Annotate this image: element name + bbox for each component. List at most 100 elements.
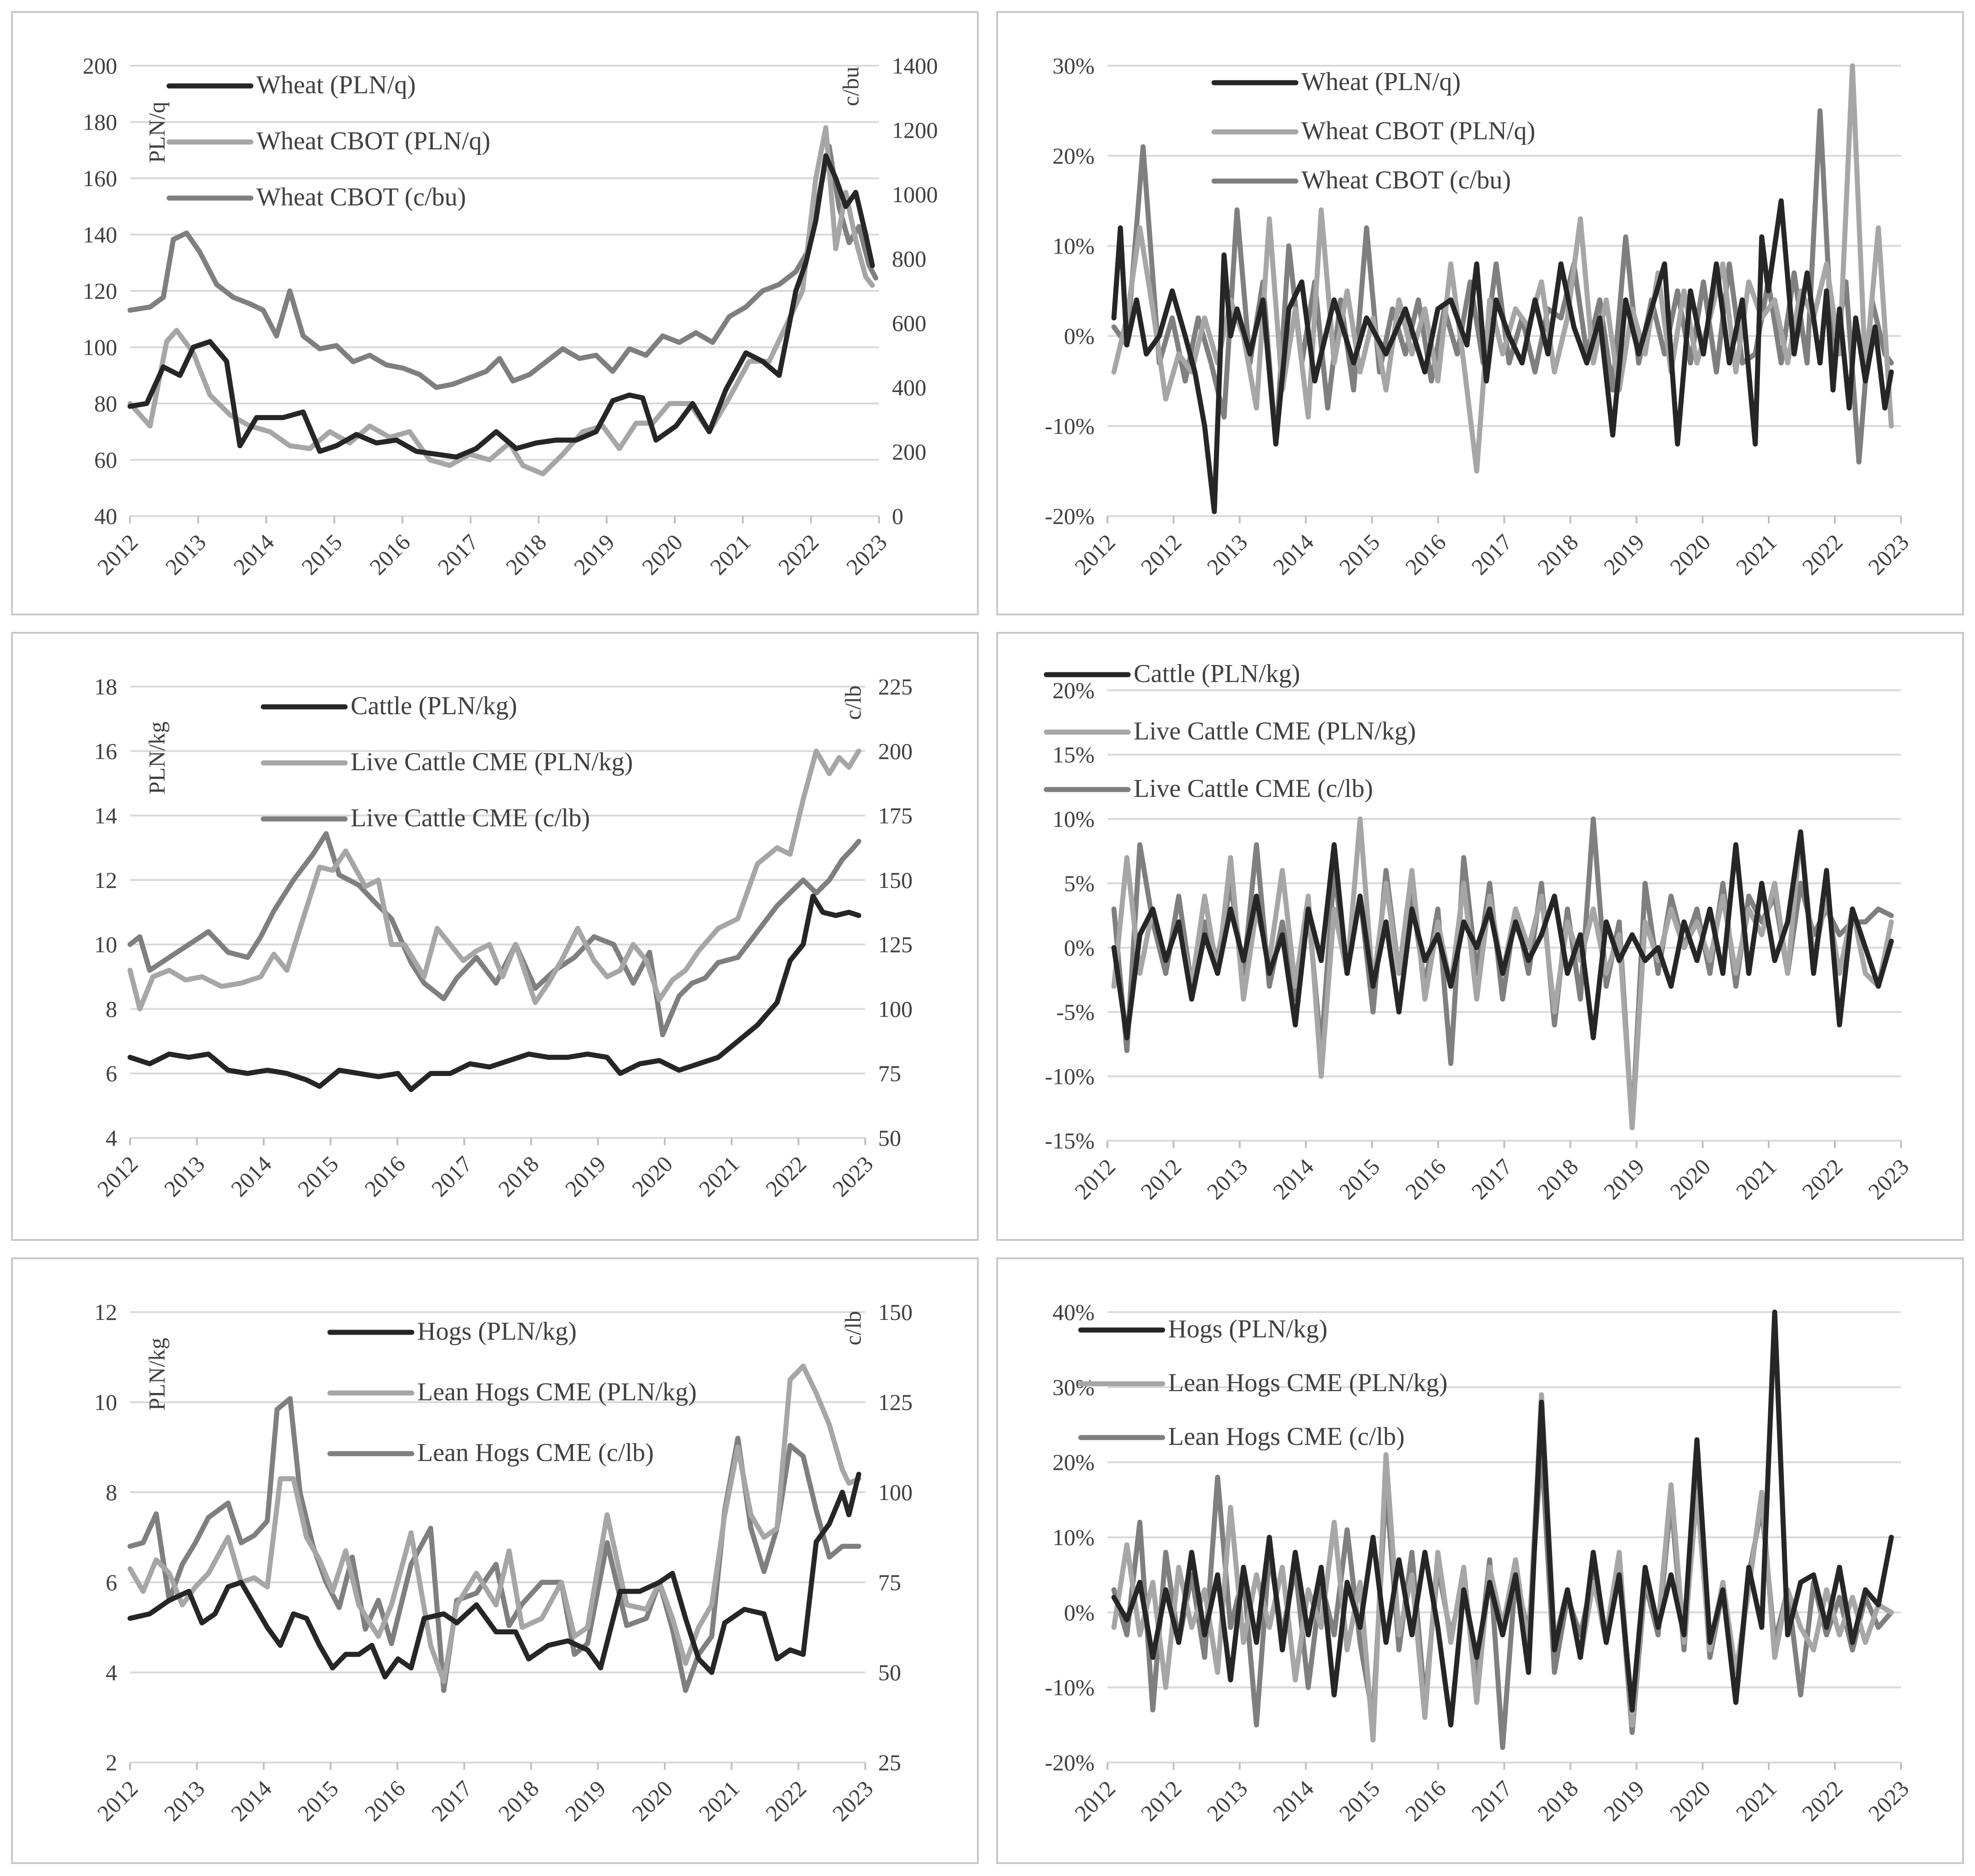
x-tick-label: 2021	[1731, 1154, 1782, 1204]
series-line	[1111, 1444, 1894, 1750]
legend: Cattle (PLN/kg) Live Cattle CME (PLN/kg) L…	[1044, 659, 1416, 803]
y-right-tick-label: 800	[892, 246, 926, 272]
x-tick-label: 2014	[1268, 529, 1318, 580]
y-left-tick-label: 12	[94, 867, 117, 893]
x-tick-label: 2018	[493, 1151, 544, 1201]
y-right-tick-label: 175	[878, 803, 913, 829]
legend-label: Live Cattle CME (c/lb)	[351, 804, 590, 832]
x-tick-label: 2020	[1665, 1154, 1715, 1204]
x-tick-label: 2023	[1863, 1775, 1913, 1826]
x-tick-label: 2015	[1334, 1775, 1385, 1826]
x-tick-label: 2021	[694, 1151, 744, 1201]
x-tick-label: 2023	[827, 1775, 878, 1826]
chart-hogs-prices: 12 10 8 6 4 2 150 125 100 75 50 25 2012 2013 2014 2015 2…	[92, 1299, 913, 1826]
x-tick-label: 2014	[226, 1151, 276, 1201]
y-right-tick-label: 75	[878, 1569, 901, 1595]
y-right-tick-label: 50	[878, 1660, 901, 1685]
series-line	[127, 1472, 862, 1680]
legend-label: Cattle (PLN/kg)	[351, 692, 517, 720]
y-left-tick-label: 30%	[1052, 1374, 1095, 1400]
legend-label: Lean Hogs CME (PLN/kg)	[1168, 1369, 1447, 1397]
y-left-tick-label: 80	[94, 391, 117, 416]
y-left-tick-label: -20%	[1045, 503, 1095, 529]
panel-cattle-returns: 20% 15% 10% 5% 0% -5% -10% -15% 2012 2012 2013 2014…	[996, 632, 1964, 1241]
panel-cattle-prices: 18 16 14 12 10 8 6 4 225 200 175 150 125 100 75 50 2012 2…	[11, 632, 979, 1241]
y-left-tick-label: 20%	[1052, 1450, 1095, 1475]
y-left-tick-label: 18	[94, 674, 117, 699]
x-tick-label: 2017	[1466, 1154, 1517, 1204]
y-left-tick-label: -5%	[1056, 999, 1095, 1025]
x-tick-label: 2020	[627, 1151, 677, 1201]
chart-cattle-prices: 18 16 14 12 10 8 6 4 225 200 175 150 125 100 75 50 2012 2…	[92, 674, 913, 1201]
legend-label: Wheat CBOT (PLN/q)	[1301, 117, 1535, 145]
series-line	[1111, 198, 1894, 514]
legend: Wheat (PLN/q) Wheat CBOT (PLN/q) Wheat CBO…	[1211, 68, 1535, 194]
y-left-tick-label: 180	[83, 109, 117, 135]
y-right-tick-label: 75	[878, 1061, 901, 1086]
x-tick-label: 2016	[1400, 1154, 1451, 1204]
x-tick-label: 2012	[1069, 1775, 1120, 1826]
x-tick-label: 2014	[1268, 1154, 1318, 1204]
y-right-tick-label: 150	[878, 867, 913, 893]
x-tick-label: 2023	[841, 529, 891, 580]
x-tick-label: 2017	[1466, 529, 1517, 580]
legend: Hogs (PLN/kg) Lean Hogs CME (PLN/kg) Lean …	[1078, 1315, 1447, 1451]
x-tick-label: 2012	[1069, 1154, 1120, 1204]
chart-cattle-returns: 20%15%10%5%0%-5%-10%-15%2012 2012 2013 2014…	[1044, 659, 1914, 1204]
y-left-tick-label: 10%	[1052, 806, 1095, 832]
series-line	[1111, 1309, 1894, 1728]
x-tick-label: 2017	[432, 529, 483, 580]
x-tick-label: 2020	[637, 529, 687, 580]
x-tick-label: 2013	[159, 1775, 210, 1826]
chart-hogs-returns: 40%30%20%10%0%-10%-20%2012 2012 2013 2014 20…	[1045, 1299, 1914, 1826]
y-left-tick-label: 14	[94, 803, 117, 829]
legend-label: Lean Hogs CME (PLN/kg)	[417, 1378, 697, 1406]
legend-label: Wheat (PLN/q)	[1301, 68, 1461, 96]
x-tick-label: 2019	[1599, 1775, 1649, 1826]
legend: Cattle (PLN/kg) Live Cattle CME (PLN/kg) L…	[261, 692, 633, 832]
x-tick-label: 2023	[827, 1151, 878, 1201]
x-tick-label: 2020	[627, 1775, 677, 1826]
series-line	[127, 748, 862, 1012]
series-line	[1111, 108, 1894, 465]
x-tick-label: 2014	[226, 1775, 276, 1826]
x-tick-label: 2015	[293, 1775, 343, 1826]
y-left-tick-label: 160	[83, 165, 117, 191]
y-left-tick-label: 6	[106, 1569, 117, 1595]
x-tick-label: 2021	[1731, 529, 1782, 580]
y-left-tick-label: 30%	[1052, 53, 1095, 79]
x-tick-label: 2020	[1665, 1775, 1715, 1826]
y-left-tick-label: 20%	[1052, 677, 1095, 703]
series-line	[127, 1396, 862, 1693]
legend-label: Lean Hogs CME (c/lb)	[417, 1438, 654, 1467]
x-tick-label: 2021	[1731, 1775, 1782, 1826]
x-tick-label: 2022	[1797, 1775, 1848, 1826]
y-left-tick-label: 20%	[1052, 143, 1095, 169]
x-tick-label: 2016	[1400, 1775, 1451, 1826]
y-left-tick-label: 40%	[1052, 1299, 1095, 1325]
x-tick-label: 2022	[773, 529, 823, 580]
series-group	[127, 125, 879, 477]
x-tick-label: 2017	[426, 1151, 477, 1201]
legend-label: Wheat CBOT (c/bu)	[256, 183, 466, 211]
chart-wheat-prices: 200 180 160 140 120 100 80 60 40 1400 1200 1000 800 6…	[83, 53, 938, 580]
y-left-unit-label: PLN/kg	[144, 1338, 170, 1410]
y-right-tick-label: 25	[878, 1750, 901, 1775]
panel-hogs-prices: 12 10 8 6 4 2 150 125 100 75 50 25 2012 2013 2014 2015 2…	[11, 1257, 979, 1864]
x-tick-label: 2021	[705, 529, 755, 580]
x-tick-label: 2012	[92, 1775, 142, 1826]
y-right-tick-label: 600	[892, 310, 926, 336]
series-group	[127, 748, 862, 1092]
y-left-tick-label: 8	[106, 1479, 117, 1505]
x-tick-label: 2020	[1665, 529, 1715, 580]
y-right-unit-label: c/bu	[838, 67, 863, 106]
y-left-tick-label: -20%	[1045, 1750, 1095, 1775]
legend-label: Wheat (PLN/q)	[256, 71, 416, 99]
y-left-tick-label: 120	[83, 278, 117, 304]
series-group	[1111, 1309, 1894, 1750]
x-tick-label: 2015	[1334, 529, 1385, 580]
y-right-tick-label: 50	[878, 1125, 901, 1151]
x-tick-label: 2019	[560, 1775, 611, 1826]
y-right-tick-label: 1200	[892, 117, 938, 143]
x-tick-label: 2019	[560, 1151, 611, 1201]
